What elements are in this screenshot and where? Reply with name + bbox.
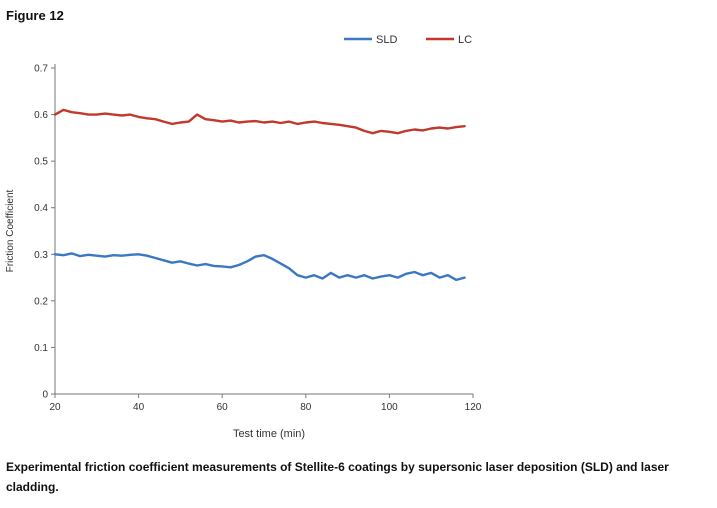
friction-chart: 0 0.1 0.2 0.3 0.4 0.5 0.6 0.7 20 40 60 80 100 120 SLD… — [5, 34, 482, 440]
y-tick-label: 0 — [42, 390, 48, 401]
y-tick-label: 0.6 — [34, 110, 48, 121]
x-tick-label: 40 — [133, 402, 145, 413]
series-line-sld — [53, 252, 466, 282]
figure-label: Figure 12 — [6, 8, 64, 23]
y-tick-label: 0.1 — [34, 343, 48, 354]
y-tick-label: 0.5 — [34, 157, 48, 168]
y-tick-label: 0.2 — [34, 296, 48, 307]
y-tick-label: 0.4 — [34, 203, 48, 214]
x-tick-label: 80 — [300, 402, 312, 413]
figure-caption: Experimental friction coefficient measur… — [6, 460, 669, 494]
chart-series-layer — [53, 108, 466, 282]
x-tick-label: 120 — [465, 402, 482, 413]
legend-label-sld: SLD — [376, 34, 397, 46]
chart-axes: 0 0.1 0.2 0.3 0.4 0.5 0.6 0.7 20 40 60 80 100 120 — [34, 64, 482, 414]
y-tick-label: 0.7 — [34, 64, 48, 75]
chart-legend: SLD LC — [344, 34, 472, 46]
x-axis-label: Test time (min) — [233, 428, 305, 440]
x-tick-label: 100 — [381, 402, 398, 413]
chart-container: 0 0.1 0.2 0.3 0.4 0.5 0.6 0.7 20 40 60 80 100 120 SLD… — [5, 34, 482, 440]
legend-label-lc: LC — [458, 34, 472, 46]
y-tick-label: 0.3 — [34, 250, 48, 261]
x-tick-label: 60 — [217, 402, 229, 413]
series-line-lc — [53, 108, 466, 135]
y-axis-label: Friction Coefficient — [5, 189, 16, 272]
x-tick-label: 20 — [49, 402, 61, 413]
